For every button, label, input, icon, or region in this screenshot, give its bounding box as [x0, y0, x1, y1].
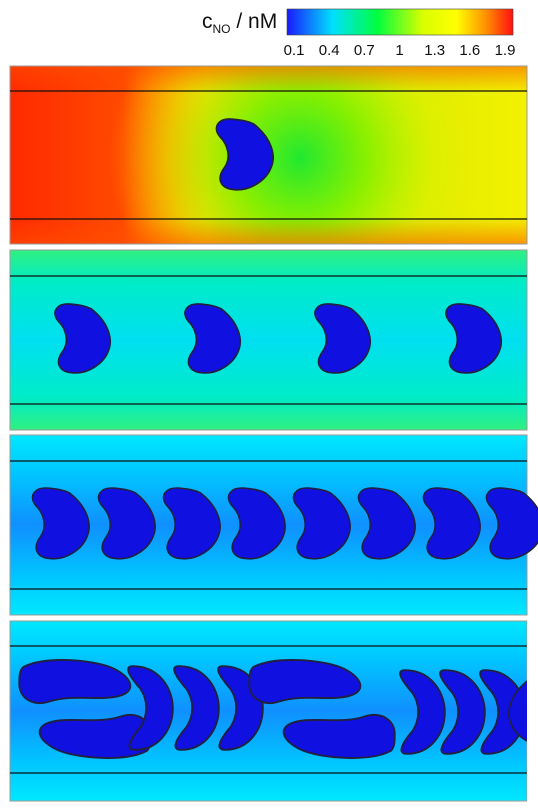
panel-3: [9, 434, 538, 616]
colorbar-subscript: NO: [212, 22, 231, 37]
panel-1: [9, 65, 528, 245]
panel-2: [9, 249, 528, 431]
panel-2-frame: [9, 249, 528, 431]
colorbar-tick-label: 1.9: [495, 42, 516, 59]
panel-1-frame: [9, 65, 528, 245]
colorbar-quantity: c: [202, 10, 213, 33]
panel-4-background: [10, 621, 527, 801]
colorbar-tick-label: 0.7: [354, 42, 375, 59]
colorbar-tick-label: 0.1: [284, 42, 305, 59]
colorbar-ticks: 0.1 0.4 0.7 1 1.3 1.6 1.9: [284, 42, 516, 59]
colorbar-unit: / nM: [236, 10, 278, 33]
colorbar-gradient: [286, 8, 514, 36]
colorbar-tick-label: 1.3: [424, 42, 445, 59]
colorbar-tick-label: 1.6: [459, 42, 480, 59]
colorbar-tick-label: 1: [395, 42, 403, 59]
colorbar: 0.1 0.4 0.7 1 1.3 1.6 1.9: [284, 8, 516, 59]
panel-4: [9, 620, 538, 812]
colorbar-label: cNO / nM: [202, 10, 277, 36]
colorbar-tick-label: 0.4: [319, 42, 340, 59]
